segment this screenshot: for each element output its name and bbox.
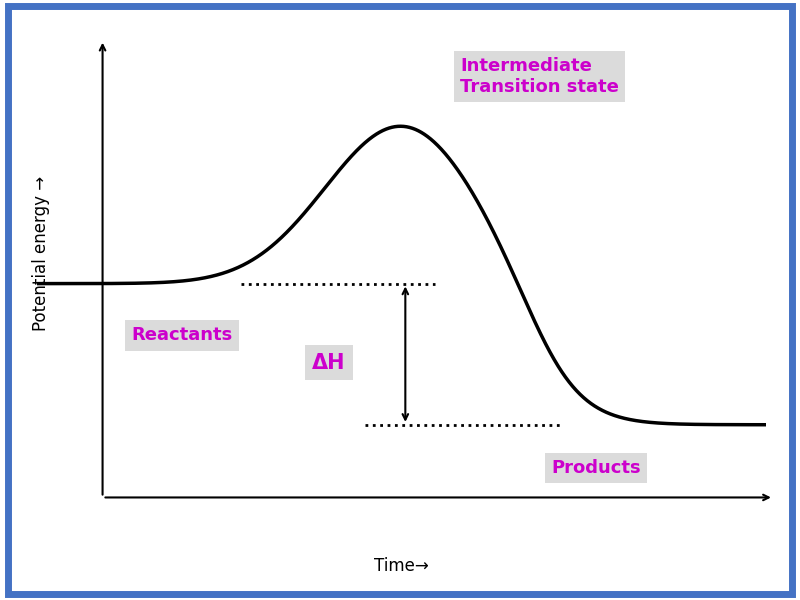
Text: Potential energy →: Potential energy → xyxy=(31,176,50,331)
Text: Time→: Time→ xyxy=(374,557,429,575)
Text: Products: Products xyxy=(551,459,641,477)
Text: Intermediate
Transition state: Intermediate Transition state xyxy=(460,57,619,96)
Text: ΔH: ΔH xyxy=(312,353,346,373)
Text: Reactants: Reactants xyxy=(132,326,233,344)
